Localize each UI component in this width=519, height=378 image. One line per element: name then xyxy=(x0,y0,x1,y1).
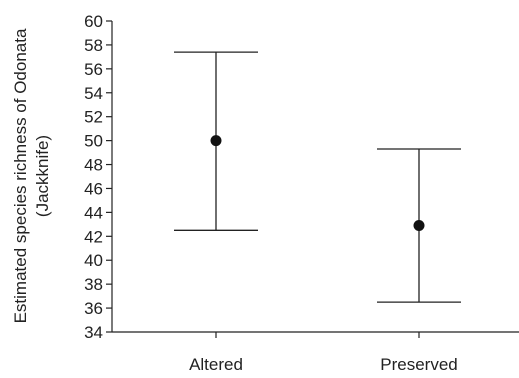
mean-markers xyxy=(210,135,425,232)
y-tick-label: 34 xyxy=(84,323,103,342)
axes xyxy=(111,21,519,333)
y-tick-label: 44 xyxy=(84,203,103,222)
y-tick-label: 42 xyxy=(84,227,103,246)
mean-marker xyxy=(413,220,425,232)
error-bars xyxy=(174,51,461,303)
mean-marker xyxy=(210,135,222,147)
y-tick-label: 38 xyxy=(84,275,103,294)
x-tick-label: Altered xyxy=(189,355,243,374)
y-tick-label: 46 xyxy=(84,179,103,198)
y-ticks: 34 36 38 40 42 44 46 48 50 52 54 56 58 60 xyxy=(84,12,112,342)
y-tick-label: 60 xyxy=(84,12,103,31)
y-tick-label: 56 xyxy=(84,60,103,79)
y-axis-title: Estimated species richness of Odonata (J… xyxy=(11,28,52,323)
y-tick-label: 50 xyxy=(84,132,103,151)
y-tick-label: 52 xyxy=(84,108,103,127)
y-tick-label: 54 xyxy=(84,84,103,103)
x-ticks: Altered Preserved xyxy=(189,332,458,374)
y-tick-label: 36 xyxy=(84,299,103,318)
y-tick-label: 48 xyxy=(84,156,103,175)
y-axis-title-line-2: (Jackknife) xyxy=(33,135,52,217)
y-tick-label: 58 xyxy=(84,36,103,55)
x-tick-label: Preserved xyxy=(380,355,457,374)
y-tick-label: 40 xyxy=(84,251,103,270)
y-axis-title-line-1: Estimated species richness of Odonata xyxy=(11,28,30,323)
